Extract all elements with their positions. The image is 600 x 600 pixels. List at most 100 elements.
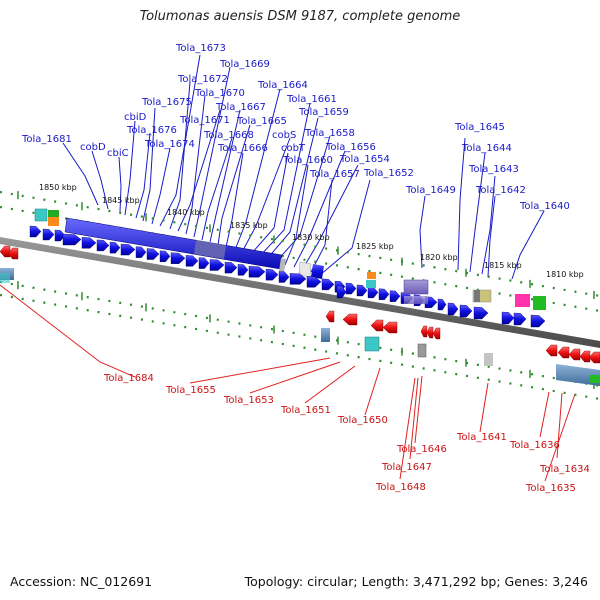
forward-gene-arrow	[237, 264, 249, 276]
track-guides	[0, 190, 600, 401]
feature-orange	[48, 217, 59, 226]
reverse-gene-arrow	[545, 344, 558, 357]
gene-label: Tola_1651	[280, 405, 331, 416]
feature-green-2	[533, 296, 546, 310]
gene-label: Tola_1648	[375, 482, 426, 493]
dotted-guide	[0, 293, 600, 401]
forward-gene-arrow	[224, 261, 238, 274]
gene-label: Tola_1665	[236, 116, 287, 127]
forward-gene-arrow	[437, 298, 447, 311]
reverse-gene-arrow	[432, 327, 441, 340]
feature-steel-1	[321, 328, 330, 342]
reverse-gene-arrow	[325, 310, 335, 323]
forward-gene-arrow	[336, 285, 347, 299]
reverse-gene-arrow	[426, 326, 434, 339]
forward-gene-arrow	[345, 282, 357, 295]
gene-label: Tola_1675	[141, 97, 192, 108]
gene-label: Tola_1640	[519, 201, 570, 212]
forward-gene-arrow	[120, 243, 136, 256]
gene-label: cbiC	[107, 148, 129, 159]
feature-purple	[403, 279, 429, 295]
gene-label: cbiD	[124, 112, 147, 123]
reverse-gene-arrow	[588, 351, 600, 364]
forward-gene-arrow	[289, 273, 307, 285]
tick-label-1845: 1845 kbp	[102, 196, 140, 205]
feature-purple-2	[404, 296, 428, 304]
reverse-gene-arrow	[382, 321, 398, 334]
dotted-guide	[0, 280, 600, 388]
forward-gene-arrow	[109, 241, 121, 254]
gene-label: Tola_1649	[405, 185, 456, 196]
feature-cyan-2	[366, 280, 376, 288]
forward-gene-arrow	[209, 259, 225, 271]
gene-label: Tola_1636	[509, 440, 560, 451]
reverse-gene-arrow	[420, 325, 428, 338]
gene-label: Tola_1634	[539, 464, 590, 475]
feature-cyan	[34, 208, 48, 222]
gene-label: Tola_1653	[223, 395, 274, 406]
forward-gene-arrow	[265, 268, 279, 281]
reverse-gene-arrow	[370, 319, 384, 332]
feature-blocks	[0, 208, 600, 386]
feature-gray-olive	[474, 290, 480, 302]
dotted-guide	[0, 190, 600, 298]
forward-gene-arrow	[54, 229, 66, 242]
gene-label: cobD	[80, 142, 106, 153]
gene-label: Tola_1647	[381, 462, 432, 473]
upper-gene-labels: Tola_1673 Tola_1669 Tola_1672 Tola_1670 …	[21, 43, 570, 212]
gene-label: Tola_1655	[165, 385, 216, 396]
gene-label: Tola_1661	[286, 94, 337, 105]
feature-cyan-3	[364, 336, 380, 352]
feature-green	[48, 210, 59, 217]
forward-gene-arrow	[367, 286, 379, 299]
forward-gene-arrow	[278, 271, 290, 283]
forward-arrow-row-2	[62, 233, 546, 328]
lower-label-connectors	[0, 284, 576, 482]
forward-gene-arrow	[389, 290, 401, 302]
figure-title: Tolumonas auensis DSM 9187, complete gen…	[139, 9, 461, 24]
forward-gene-arrow	[81, 237, 97, 249]
gene-label: Tola_1669	[219, 59, 270, 70]
forward-gene-arrow	[321, 278, 335, 291]
gene-label: Tola_1645	[454, 122, 505, 133]
reverse-gene-arrow	[579, 350, 591, 363]
gene-label: Tola_1671	[179, 115, 230, 126]
gene-label: Tola_1658	[304, 128, 355, 139]
upper-label-connectors	[62, 54, 545, 280]
forward-gene-arrow	[170, 252, 186, 264]
gene-label: Tola_1681	[21, 134, 72, 145]
forward-gene-cluster	[29, 217, 546, 328]
gene-label: Tola_1656	[325, 142, 376, 153]
forward-gene-arrow	[473, 306, 489, 320]
forward-gene-arrow	[513, 312, 527, 326]
tick-label-1825: 1825 kbp	[356, 242, 394, 251]
gene-cluster-shaded	[194, 240, 226, 259]
gene-label: Tola_1642	[475, 185, 526, 196]
tick-label-1840: 1840 kbp	[167, 208, 205, 217]
lower-gene-labels: Tola_1684 Tola_1655 Tola_1653 Tola_1651 …	[103, 373, 590, 494]
forward-gene-arrow	[62, 233, 82, 246]
tick-label-1830: 1830 kbp	[292, 233, 330, 242]
forward-gene-arrow	[447, 302, 459, 316]
tick-label-1835: 1835 kbp	[230, 221, 268, 230]
forward-gene-arrow	[42, 228, 55, 241]
forward-gene-arrow	[530, 314, 546, 328]
reverse-gene-arrow	[557, 346, 570, 359]
feature-cyan-left	[0, 273, 10, 283]
feature-green-3	[590, 375, 600, 383]
gene-label: Tola_1635	[525, 483, 576, 494]
gene-label: Tola_1644	[461, 143, 512, 154]
gene-label: Tola_1657	[309, 169, 360, 180]
forward-gene-arrow	[378, 288, 390, 300]
gene-label: cobS	[272, 130, 296, 141]
gene-label: Tola_1668	[203, 130, 254, 141]
tick-labels: 1850 kbp 1845 kbp 1840 kbp 1835 kbp 1830…	[39, 183, 584, 279]
forward-gene-arrow	[146, 248, 160, 260]
gene-label: Tola_1643	[468, 164, 519, 175]
gene-label: Tola_1659	[298, 107, 349, 118]
reverse-gene-arrow	[568, 348, 581, 361]
gene-gray	[279, 258, 286, 272]
feature-gray-3	[484, 353, 493, 366]
gene-label: Tola_1670	[194, 88, 245, 99]
